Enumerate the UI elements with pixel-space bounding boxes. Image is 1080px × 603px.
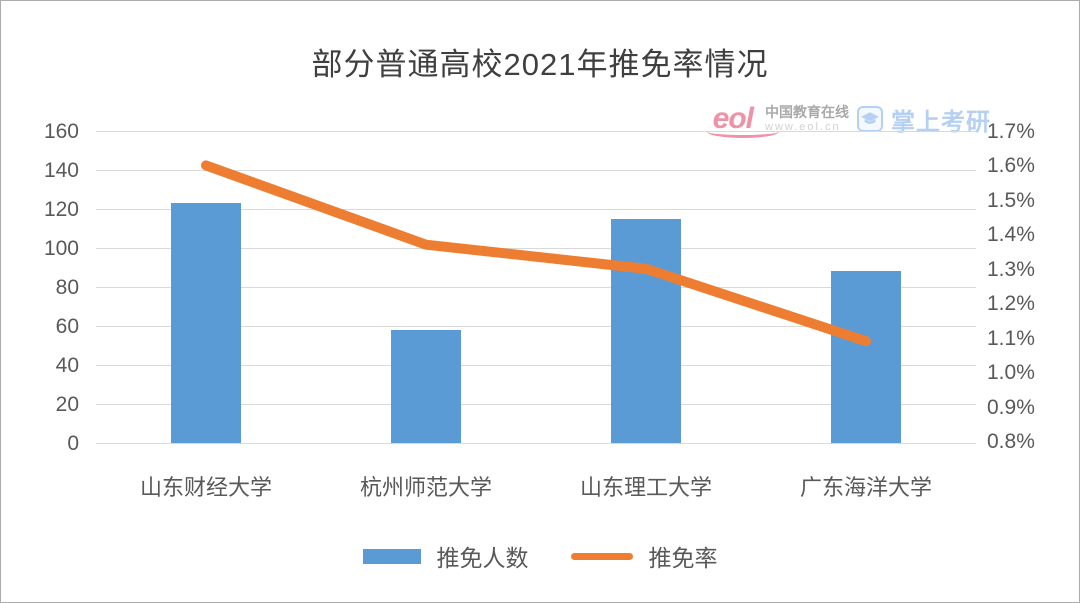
legend-line-label: 推免率 <box>648 545 718 571</box>
left-axis-tick: 0 <box>67 432 79 455</box>
right-axis-tick: 1.5% <box>987 188 1035 212</box>
left-axis-tick: 80 <box>55 276 79 299</box>
legend-bar-label: 推免人数 <box>436 545 529 571</box>
bar-广东海洋大学 <box>831 271 901 443</box>
gridline <box>96 287 976 288</box>
brand-url: www.eol.cn <box>765 120 841 133</box>
left-axis-tick: 100 <box>43 237 79 260</box>
left-axis-tick: 120 <box>43 198 79 221</box>
right-axis-tick: 0.8% <box>987 430 1035 453</box>
gridline <box>96 443 976 444</box>
eol-logo: eol <box>706 104 779 138</box>
right-axis-tick: 1.3% <box>987 257 1035 281</box>
x-axis-category-label: 杭州师范大学 <box>359 475 492 500</box>
gridline <box>96 404 976 405</box>
right-axis-tick: 0.9% <box>987 395 1035 419</box>
eol-logo-swoosh <box>706 125 779 138</box>
legend-bar-swatch <box>362 548 421 564</box>
legend: 推免人数 推免率 <box>1 539 1079 573</box>
gridline <box>96 326 976 327</box>
right-axis-tick: 1.2% <box>987 292 1035 316</box>
bar-山东财经大学 <box>171 203 241 443</box>
bar-杭州师范大学 <box>391 329 461 443</box>
left-axis-tick: 60 <box>55 315 79 338</box>
gridline <box>96 209 976 210</box>
x-axis-category-label: 广东海洋大学 <box>799 475 932 500</box>
right-axis-tick: 1.4% <box>987 223 1035 247</box>
right-axis-tick: 1.7% <box>987 120 1035 143</box>
gridline <box>96 365 976 366</box>
chart-title: 部分普通高校2021年推免率情况 <box>311 47 769 82</box>
right-axis-tick: 1.1% <box>987 326 1035 350</box>
x-axis-category-label: 山东理工大学 <box>579 475 712 500</box>
gridline <box>96 248 976 249</box>
x-axis-category-label: 山东财经大学 <box>139 475 272 500</box>
gridline <box>96 131 976 132</box>
brand-block: 中国教育在线 www.eol.cn <box>765 104 849 133</box>
brand-name: 中国教育在线 <box>765 104 849 121</box>
right-axis-tick: 1.6% <box>987 154 1035 178</box>
bar-山东理工大学 <box>611 218 681 443</box>
gridline <box>96 170 976 171</box>
left-axis-tick: 160 <box>43 120 79 143</box>
right-axis-tick: 1.0% <box>987 361 1035 385</box>
left-axis-tick: 20 <box>55 393 79 416</box>
legend-line-swatch <box>570 552 633 560</box>
left-axis-tick: 40 <box>55 354 79 377</box>
left-axis-tick: 140 <box>43 159 79 182</box>
